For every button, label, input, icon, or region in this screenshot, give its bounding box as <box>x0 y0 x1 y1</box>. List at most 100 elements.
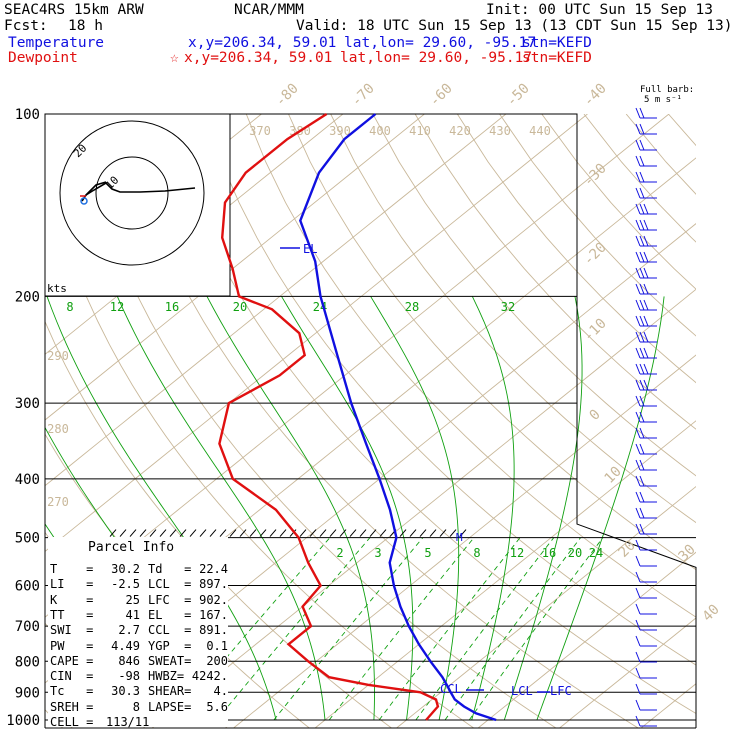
parcel-info-row: K = 25 LFC = 902. <box>50 593 228 608</box>
parcel-info-cell: T = <box>50 562 94 576</box>
wind-barb-flag <box>639 523 645 535</box>
parcel-info-row: SREH = 8 LAPSE= 5.6 <box>50 700 228 715</box>
wind-barb-flag <box>639 411 645 423</box>
wind-barb-flag <box>635 379 641 391</box>
wind-barb-flag <box>639 331 645 343</box>
plot-border <box>45 113 697 728</box>
isotherm-line <box>314 420 696 728</box>
moist-adiabat-line <box>503 296 583 721</box>
wind-barb-flag <box>635 443 641 455</box>
isotherm-tick-label: -20 <box>581 240 610 269</box>
wind-barb-flag <box>639 187 645 199</box>
temperature-profile <box>299 113 497 722</box>
sounding-profiles: EL M CCL LCL LFC <box>218 112 572 722</box>
theta-tick-label: 410 <box>409 124 431 138</box>
wind-barb-flag <box>635 523 641 535</box>
freezing-hatch <box>199 529 207 537</box>
parcel-info-cell: HWBZ= <box>148 669 185 684</box>
wind-barb-flag <box>635 507 641 519</box>
wind-barb-flag <box>635 651 641 663</box>
theta-tick-label: 280 <box>47 422 69 436</box>
wind-barb-flag <box>643 299 649 311</box>
freezing-hatch <box>309 529 317 537</box>
wind-barb-flag <box>635 171 641 183</box>
wind-barb-flag <box>639 459 645 471</box>
parcel-info-cell: 113/11 <box>106 715 150 729</box>
freezing-hatch <box>149 529 157 537</box>
isotherm-tick-label: 0 <box>587 407 604 424</box>
wind-barb-flag <box>643 363 649 375</box>
dry-adiabat-line <box>76 114 557 728</box>
isotherm-line <box>0 114 17 733</box>
isotherm-tick-label: 10 <box>602 464 625 487</box>
parcel-info-row: PW = 4.49 YGP = 0.1 <box>50 639 228 654</box>
wind-barb-flag <box>643 331 649 343</box>
dry-adiabat-line <box>245 114 696 618</box>
dry-adiabat-line <box>372 114 696 477</box>
theta-tick-label: 370 <box>249 124 271 138</box>
dry-adiabat-line <box>711 114 740 730</box>
freezing-hatch <box>299 529 307 537</box>
pressure-tick-label: 900 <box>15 685 40 701</box>
mixing-ratio-line <box>444 537 582 721</box>
theta-e-tick-label: 32 <box>501 300 515 314</box>
wind-barb-flag <box>639 491 645 503</box>
freezing-hatch <box>229 529 237 537</box>
freezing-hatch <box>349 529 357 537</box>
wind-barb-flag <box>639 379 645 391</box>
parcel-info-cell: 200 <box>206 653 228 668</box>
freezing-hatch <box>129 529 137 537</box>
freezing-hatch <box>319 529 327 537</box>
isotherm-line <box>395 485 696 728</box>
wind-barb-flag <box>635 587 641 599</box>
parcel-info-cell: LAPSE= <box>148 699 192 714</box>
wind-barb-flag <box>639 219 645 231</box>
parcel-info-cell: -98 <box>118 669 140 684</box>
wind-barb-flag <box>635 187 641 199</box>
barb-legend-line1: Full barb: <box>640 85 695 95</box>
center-name: NCAR/MMM <box>234 2 304 18</box>
freezing-hatch <box>139 529 147 537</box>
freezing-hatch <box>419 529 427 537</box>
dry-adiabat-line <box>414 114 696 430</box>
parcel-info-cell: 8 <box>132 699 140 714</box>
wind-barb-flag <box>643 315 649 327</box>
theta-e-tick-label: 20 <box>233 300 247 314</box>
wind-barb-flag <box>643 379 649 391</box>
parcel-info-cell: 22.4 <box>199 562 228 576</box>
parcel-info-cell: 4.49 <box>111 638 140 653</box>
wind-barb-flag <box>635 139 641 151</box>
freezing-hatch <box>279 529 287 537</box>
grid-layer <box>0 113 740 733</box>
wind-barb-flag <box>635 699 641 711</box>
wind-barb-flag <box>635 427 641 439</box>
mixing-ratio-line <box>328 537 475 721</box>
parcel-info-cell: SWEAT= <box>148 653 192 668</box>
dry-adiabat-line <box>288 114 696 571</box>
valid-time: Valid: 18 UTC Sun 15 Sep 13 (13 CDT Sun … <box>296 18 733 34</box>
wind-barb-flag <box>639 363 645 375</box>
dewpoint-legend-latlon: lat,lon= 29.60, -95.17 <box>340 50 533 66</box>
parcel-info-cell: PW = <box>50 638 94 653</box>
wind-barb-flag <box>635 251 641 263</box>
dewpoint-legend-label: Dewpoint <box>8 50 78 66</box>
pressure-tick-label: 800 <box>15 654 40 670</box>
wind-barb-flag <box>639 171 645 183</box>
wind-barb-flag <box>639 347 645 359</box>
isotherm-tick-label: 20 <box>616 538 639 561</box>
wind-barb-flag <box>643 267 649 279</box>
parcel-info-cell: 0.1 <box>206 638 228 653</box>
parcel-info-title: Parcel Info <box>88 540 175 555</box>
wind-barb-flag <box>639 155 645 167</box>
freezing-hatch <box>239 529 247 537</box>
theta-tick-label: 390 <box>329 124 351 138</box>
freezing-hatch <box>439 529 447 537</box>
wind-barb-flag <box>635 683 641 695</box>
wind-barb-flag <box>635 219 641 231</box>
freezing-hatch <box>429 529 437 537</box>
wind-barb-flag <box>639 443 645 455</box>
dry-adiabat-line <box>330 114 696 524</box>
wind-barb-flag <box>635 411 641 423</box>
freezing-hatch <box>449 529 457 537</box>
